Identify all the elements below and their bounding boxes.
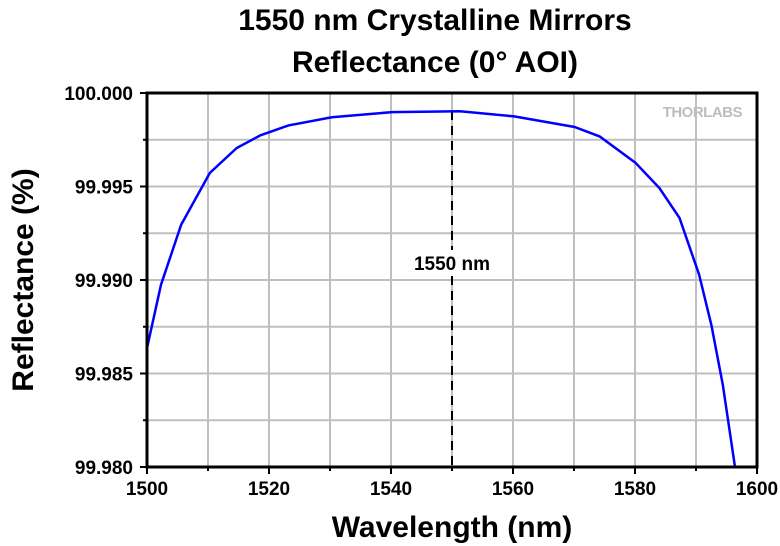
y-tick-label: 100.000: [64, 84, 133, 105]
y-tick-label: 99.985: [75, 365, 134, 386]
y-tick-label: 99.995: [75, 178, 134, 199]
x-tick-label: 1600: [736, 479, 778, 500]
annotation-1550nm: 1550 nm: [414, 254, 490, 275]
reflectance-series-line: [145, 110, 737, 468]
x-tick-label: 1540: [370, 479, 412, 500]
x-axis-label: Wavelength (nm): [332, 511, 573, 544]
thorlabs-watermark: THORLABS: [663, 104, 743, 121]
x-tick-label: 1560: [492, 479, 534, 500]
x-tick-label: 1500: [126, 479, 168, 500]
chart-title: 1550 nm Crystalline Mirrors: [238, 4, 632, 37]
x-tick-label: 1520: [248, 479, 290, 500]
y-tick-label: 99.980: [75, 458, 133, 479]
chart-subtitle: Reflectance (0° AOI): [292, 46, 578, 79]
x-tick-label: 1580: [614, 479, 656, 500]
y-axis-label: Reflectance (%): [7, 168, 40, 391]
annotation-background: [406, 250, 498, 276]
y-tick-label: 99.990: [75, 271, 133, 292]
